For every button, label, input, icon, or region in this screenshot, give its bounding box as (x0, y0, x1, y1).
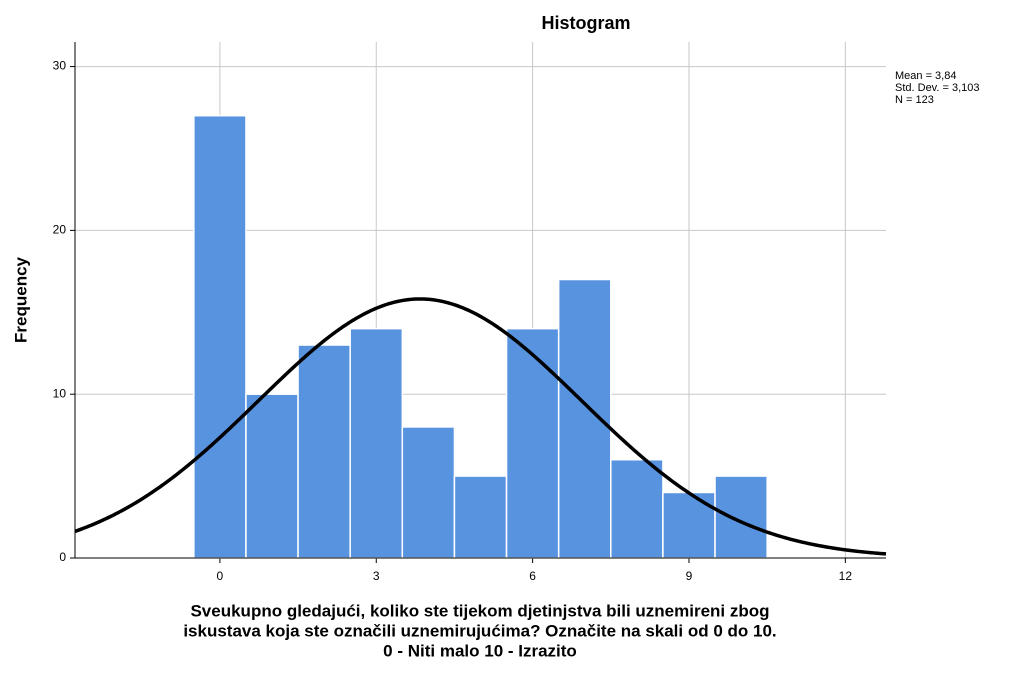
stats-label: Mean = 3,84 (895, 70, 956, 82)
normal-curve (74, 297, 887, 556)
bar (193, 114, 247, 559)
x-axis-label: 0 - Niti malo 10 - Izrazito (383, 641, 577, 660)
chart-title: Histogram (541, 13, 630, 33)
stats-label: Std. Dev. = 3,103 (895, 82, 980, 94)
x-tick-label: 12 (839, 569, 853, 583)
y-tick-label: 0 (59, 550, 66, 564)
x-tick-label: 0 (217, 569, 224, 583)
bar (349, 327, 404, 559)
x-axis-label: Sveukupno gledajući, koliko ste tijekom … (190, 601, 769, 620)
x-tick-label: 3 (373, 569, 380, 583)
bar (714, 475, 768, 559)
bar (453, 475, 508, 559)
y-tick-label: 10 (53, 386, 67, 400)
bar (401, 426, 456, 559)
x-tick-label: 9 (686, 569, 693, 583)
bar (662, 491, 716, 559)
x-tick-label: 6 (529, 569, 536, 583)
y-axis-label: Frequency (11, 256, 30, 343)
bar (557, 278, 612, 559)
bar (297, 344, 351, 559)
bar (610, 458, 664, 559)
x-axis-label: iskustava koja ste označili uznemirujući… (183, 621, 776, 640)
bar (505, 327, 560, 559)
y-tick-label: 20 (53, 223, 67, 237)
bar (245, 393, 299, 559)
y-tick-label: 30 (53, 59, 67, 73)
stats-label: N = 123 (895, 94, 934, 106)
